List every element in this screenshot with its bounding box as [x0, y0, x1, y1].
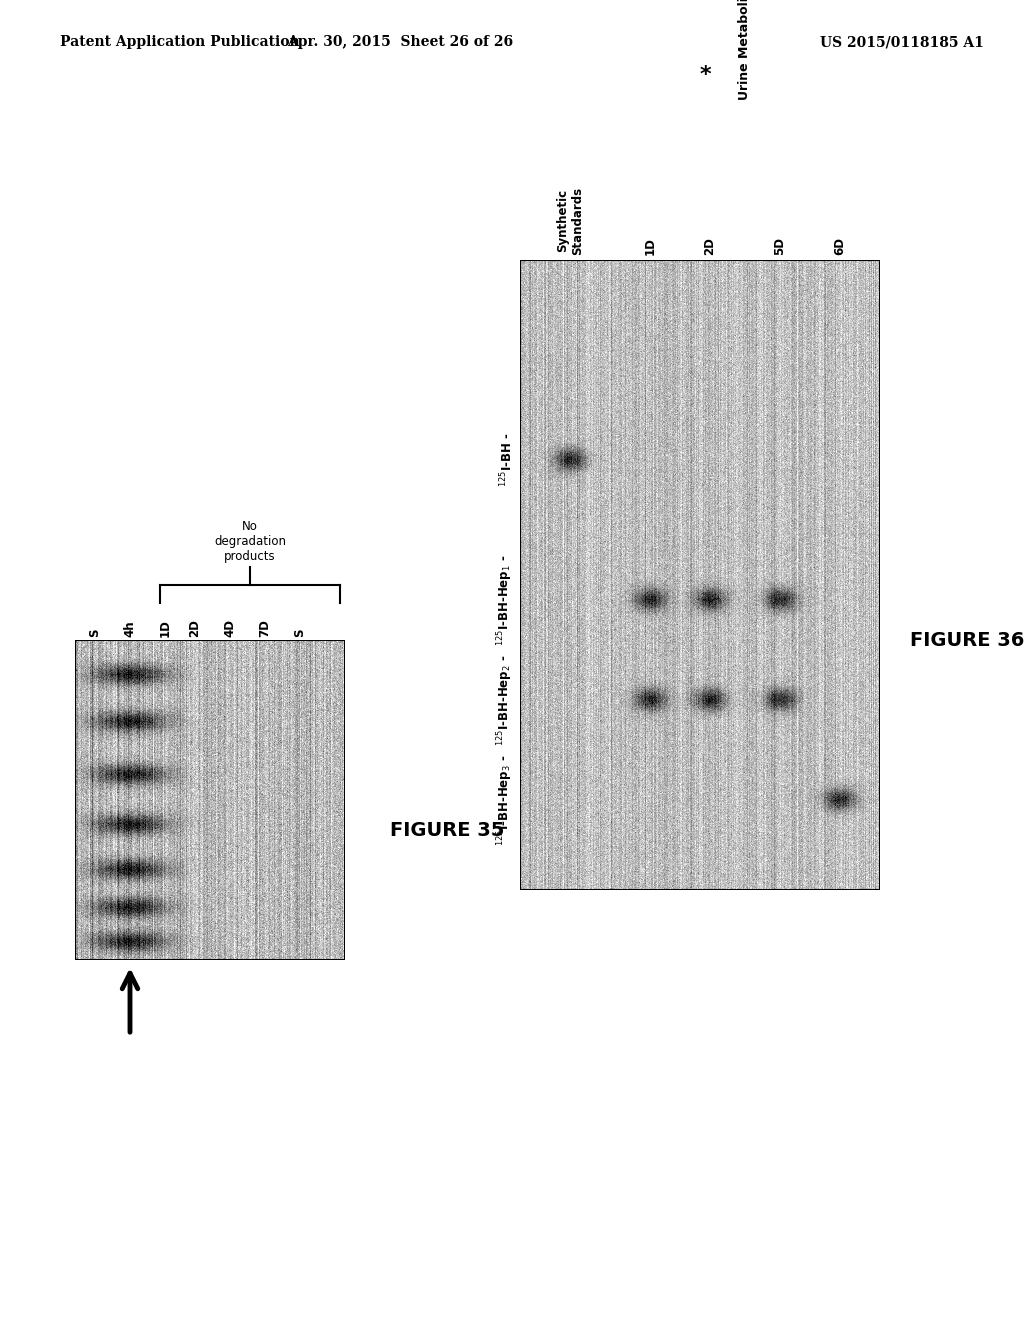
- Text: 5D: 5D: [773, 238, 786, 255]
- Text: 7D: 7D: [258, 619, 271, 638]
- Text: Apr. 30, 2015  Sheet 26 of 26: Apr. 30, 2015 Sheet 26 of 26: [287, 36, 513, 49]
- Text: $^{125}$I-BH-Hep$_3$ -: $^{125}$I-BH-Hep$_3$ -: [496, 754, 515, 846]
- Text: Synthetic
Standards: Synthetic Standards: [556, 187, 584, 255]
- Text: FIGURE 36: FIGURE 36: [910, 631, 1024, 649]
- Text: Urine Metabolites: Urine Metabolites: [738, 0, 752, 100]
- Text: 6D: 6D: [834, 238, 847, 255]
- Text: $^{125}$I-BH -: $^{125}$I-BH -: [499, 433, 515, 487]
- Text: $^{125}$I-BH-Hep$_1$ -: $^{125}$I-BH-Hep$_1$ -: [496, 554, 515, 645]
- Text: S: S: [88, 628, 101, 638]
- Text: US 2015/0118185 A1: US 2015/0118185 A1: [820, 36, 984, 49]
- Text: Patent Application Publication: Patent Application Publication: [60, 36, 300, 49]
- Text: 2D: 2D: [188, 619, 202, 638]
- Text: 1D: 1D: [643, 238, 656, 255]
- Text: 4h: 4h: [124, 620, 136, 638]
- Text: 4D: 4D: [223, 619, 237, 638]
- Text: S: S: [294, 628, 306, 638]
- Text: *: *: [699, 65, 711, 84]
- Text: $^{125}$I-BH-Hep$_2$ -: $^{125}$I-BH-Hep$_2$ -: [496, 655, 515, 746]
- Text: 1D: 1D: [159, 619, 171, 638]
- Text: 2D: 2D: [703, 238, 717, 255]
- Text: No
degradation
products: No degradation products: [214, 520, 286, 564]
- Text: FIGURE 35: FIGURE 35: [390, 821, 505, 840]
